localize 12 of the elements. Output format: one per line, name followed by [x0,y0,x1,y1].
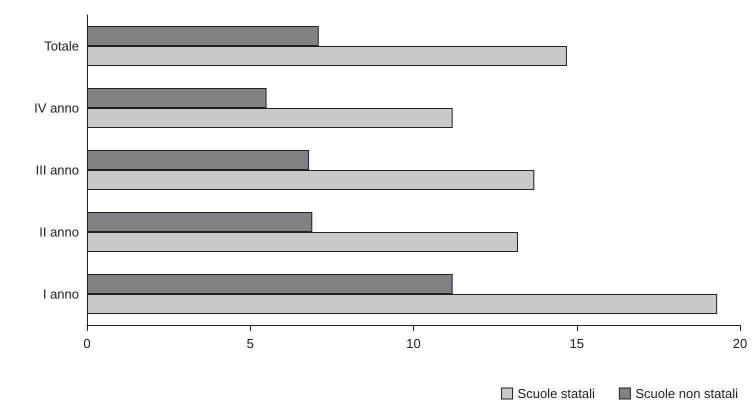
y-tick-label: IV anno [34,100,79,116]
x-tick-label: 0 [83,336,91,351]
x-tick-label: 20 [732,336,748,351]
legend-label: Scuole non statali [635,386,738,401]
x-tick-label: 15 [570,336,584,351]
x-tick-label: 10 [406,336,421,351]
y-tick-label: III anno [36,162,79,178]
y-tick-label: I anno [42,286,79,302]
y-tick-label: Totale [44,38,79,54]
legend-label: Scuole statali [518,386,595,401]
x-tick-label: 5 [246,336,254,351]
y-tick-label: II anno [39,224,79,240]
